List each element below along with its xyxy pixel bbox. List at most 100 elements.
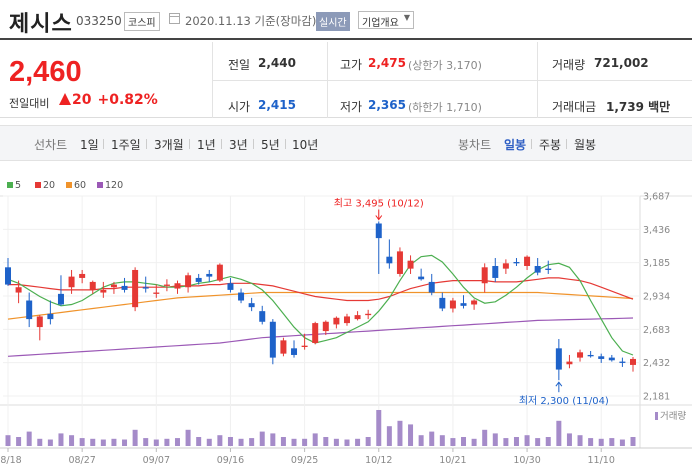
candle-body	[587, 354, 594, 357]
volume-bar	[227, 437, 233, 446]
volume-bar	[196, 437, 202, 446]
company-info-select[interactable]: 기업개요 ▼	[358, 11, 414, 29]
candle-body	[630, 358, 636, 365]
candle-body	[534, 265, 541, 273]
legend-swatch-ma5	[7, 182, 13, 188]
y-tick-label: 2,683	[643, 325, 670, 336]
candle-body	[439, 297, 446, 309]
period-10y[interactable]: 10년	[292, 138, 319, 152]
y-tick-label: 2,432	[643, 358, 670, 369]
candle-weekly[interactable]: 주봉	[539, 138, 562, 152]
candle-body	[449, 300, 456, 309]
min-arrow-icon	[555, 381, 563, 387]
stock-header: 제시스 033250 코스피 2020.11.13 기준(장마감) 실시간 기업…	[0, 0, 692, 40]
candle-body	[142, 287, 149, 289]
max-arrow-icon	[375, 215, 383, 221]
volume-bar	[238, 438, 244, 446]
volume-bar	[609, 438, 615, 446]
up-arrow-icon	[59, 93, 71, 105]
volume-bar	[5, 435, 11, 446]
candle-body	[481, 267, 488, 284]
volume-value: 721,002	[594, 56, 649, 70]
volume-bar	[365, 437, 371, 446]
x-tick-label: 11/10	[588, 455, 615, 466]
volume-bar	[461, 437, 467, 446]
period-5y[interactable]: 5년	[261, 138, 280, 152]
volume-bar	[164, 438, 170, 446]
x-tick-label: 10/21	[439, 455, 466, 466]
candle-body	[185, 275, 192, 288]
volume-bar	[26, 431, 32, 446]
change-label: 전일대비	[9, 97, 50, 110]
volume-bar	[344, 439, 350, 446]
volume-bar	[545, 437, 551, 446]
volume-bar	[153, 439, 159, 446]
lower-limit: (하한가 1,710)	[408, 101, 482, 114]
y-tick-label: 2,934	[643, 292, 670, 303]
period-1w[interactable]: 1주일	[111, 138, 141, 152]
candle-body	[428, 281, 435, 293]
candle-body	[598, 356, 605, 359]
separator	[253, 139, 254, 149]
price-summary: 2,460 전일대비 20 +0.82% 전일 2,440 고가 2,475 (…	[0, 42, 692, 118]
candle-body	[26, 300, 33, 320]
separator	[566, 139, 567, 149]
separator	[221, 139, 222, 149]
candle-body	[227, 283, 234, 290]
volume-bar	[174, 438, 180, 446]
volume-bar	[280, 437, 286, 446]
candle-body	[121, 285, 128, 290]
volume-bar	[471, 438, 477, 446]
candle-body	[386, 256, 393, 264]
ma5-line	[7, 254, 634, 356]
volume-bar	[492, 433, 498, 446]
volume-bar	[16, 437, 22, 446]
volume-bar	[79, 438, 85, 446]
volume-legend-swatch	[655, 412, 658, 420]
volume-bar	[90, 438, 96, 446]
period-1d[interactable]: 1일	[80, 138, 99, 152]
prev-close-label: 전일	[228, 58, 251, 72]
volume-bar	[143, 438, 149, 446]
candle-body	[545, 268, 552, 270]
legend-swatch-ma120	[97, 182, 103, 188]
volume-bar	[503, 438, 509, 446]
period-1y[interactable]: 1년	[197, 138, 216, 152]
candle-body	[343, 316, 350, 324]
volume-bar	[37, 438, 43, 446]
legend-swatch-ma60	[66, 182, 72, 188]
stock-code: 033250	[76, 14, 122, 28]
volume-bar	[291, 438, 297, 446]
candle-body	[396, 251, 403, 274]
volume-bar	[450, 438, 456, 446]
separator	[531, 139, 532, 149]
candle-monthly[interactable]: 월봉	[574, 138, 597, 152]
amount-label: 거래대금	[552, 100, 597, 114]
volume-bar	[513, 437, 519, 446]
period-3m[interactable]: 3개월	[154, 138, 184, 152]
candle-body	[301, 345, 308, 347]
realtime-button[interactable]: 실시간	[316, 12, 350, 31]
period-3y[interactable]: 3년	[229, 138, 248, 152]
volume-legend-label: 거래량	[660, 410, 686, 422]
upper-limit: (상한가 3,170)	[408, 59, 482, 72]
candle-body	[238, 292, 245, 301]
y-tick-label: 3,185	[643, 258, 670, 269]
candle-body	[418, 276, 425, 280]
volume-bar	[418, 435, 424, 446]
candle-body	[555, 348, 562, 370]
volume-bar	[577, 435, 583, 446]
ma60-line	[7, 291, 634, 320]
candle-daily[interactable]: 일봉	[504, 138, 527, 152]
volume-bar	[122, 439, 128, 446]
low-value: 2,365	[368, 98, 406, 112]
ma20-line	[8, 277, 634, 302]
volume-bar	[439, 435, 445, 446]
legend-ma120: 120	[105, 180, 124, 191]
candle-body	[132, 269, 139, 308]
candle-body	[259, 311, 266, 322]
volume-bar	[630, 437, 636, 446]
volume-bar	[323, 437, 329, 446]
candle-body	[248, 303, 255, 308]
